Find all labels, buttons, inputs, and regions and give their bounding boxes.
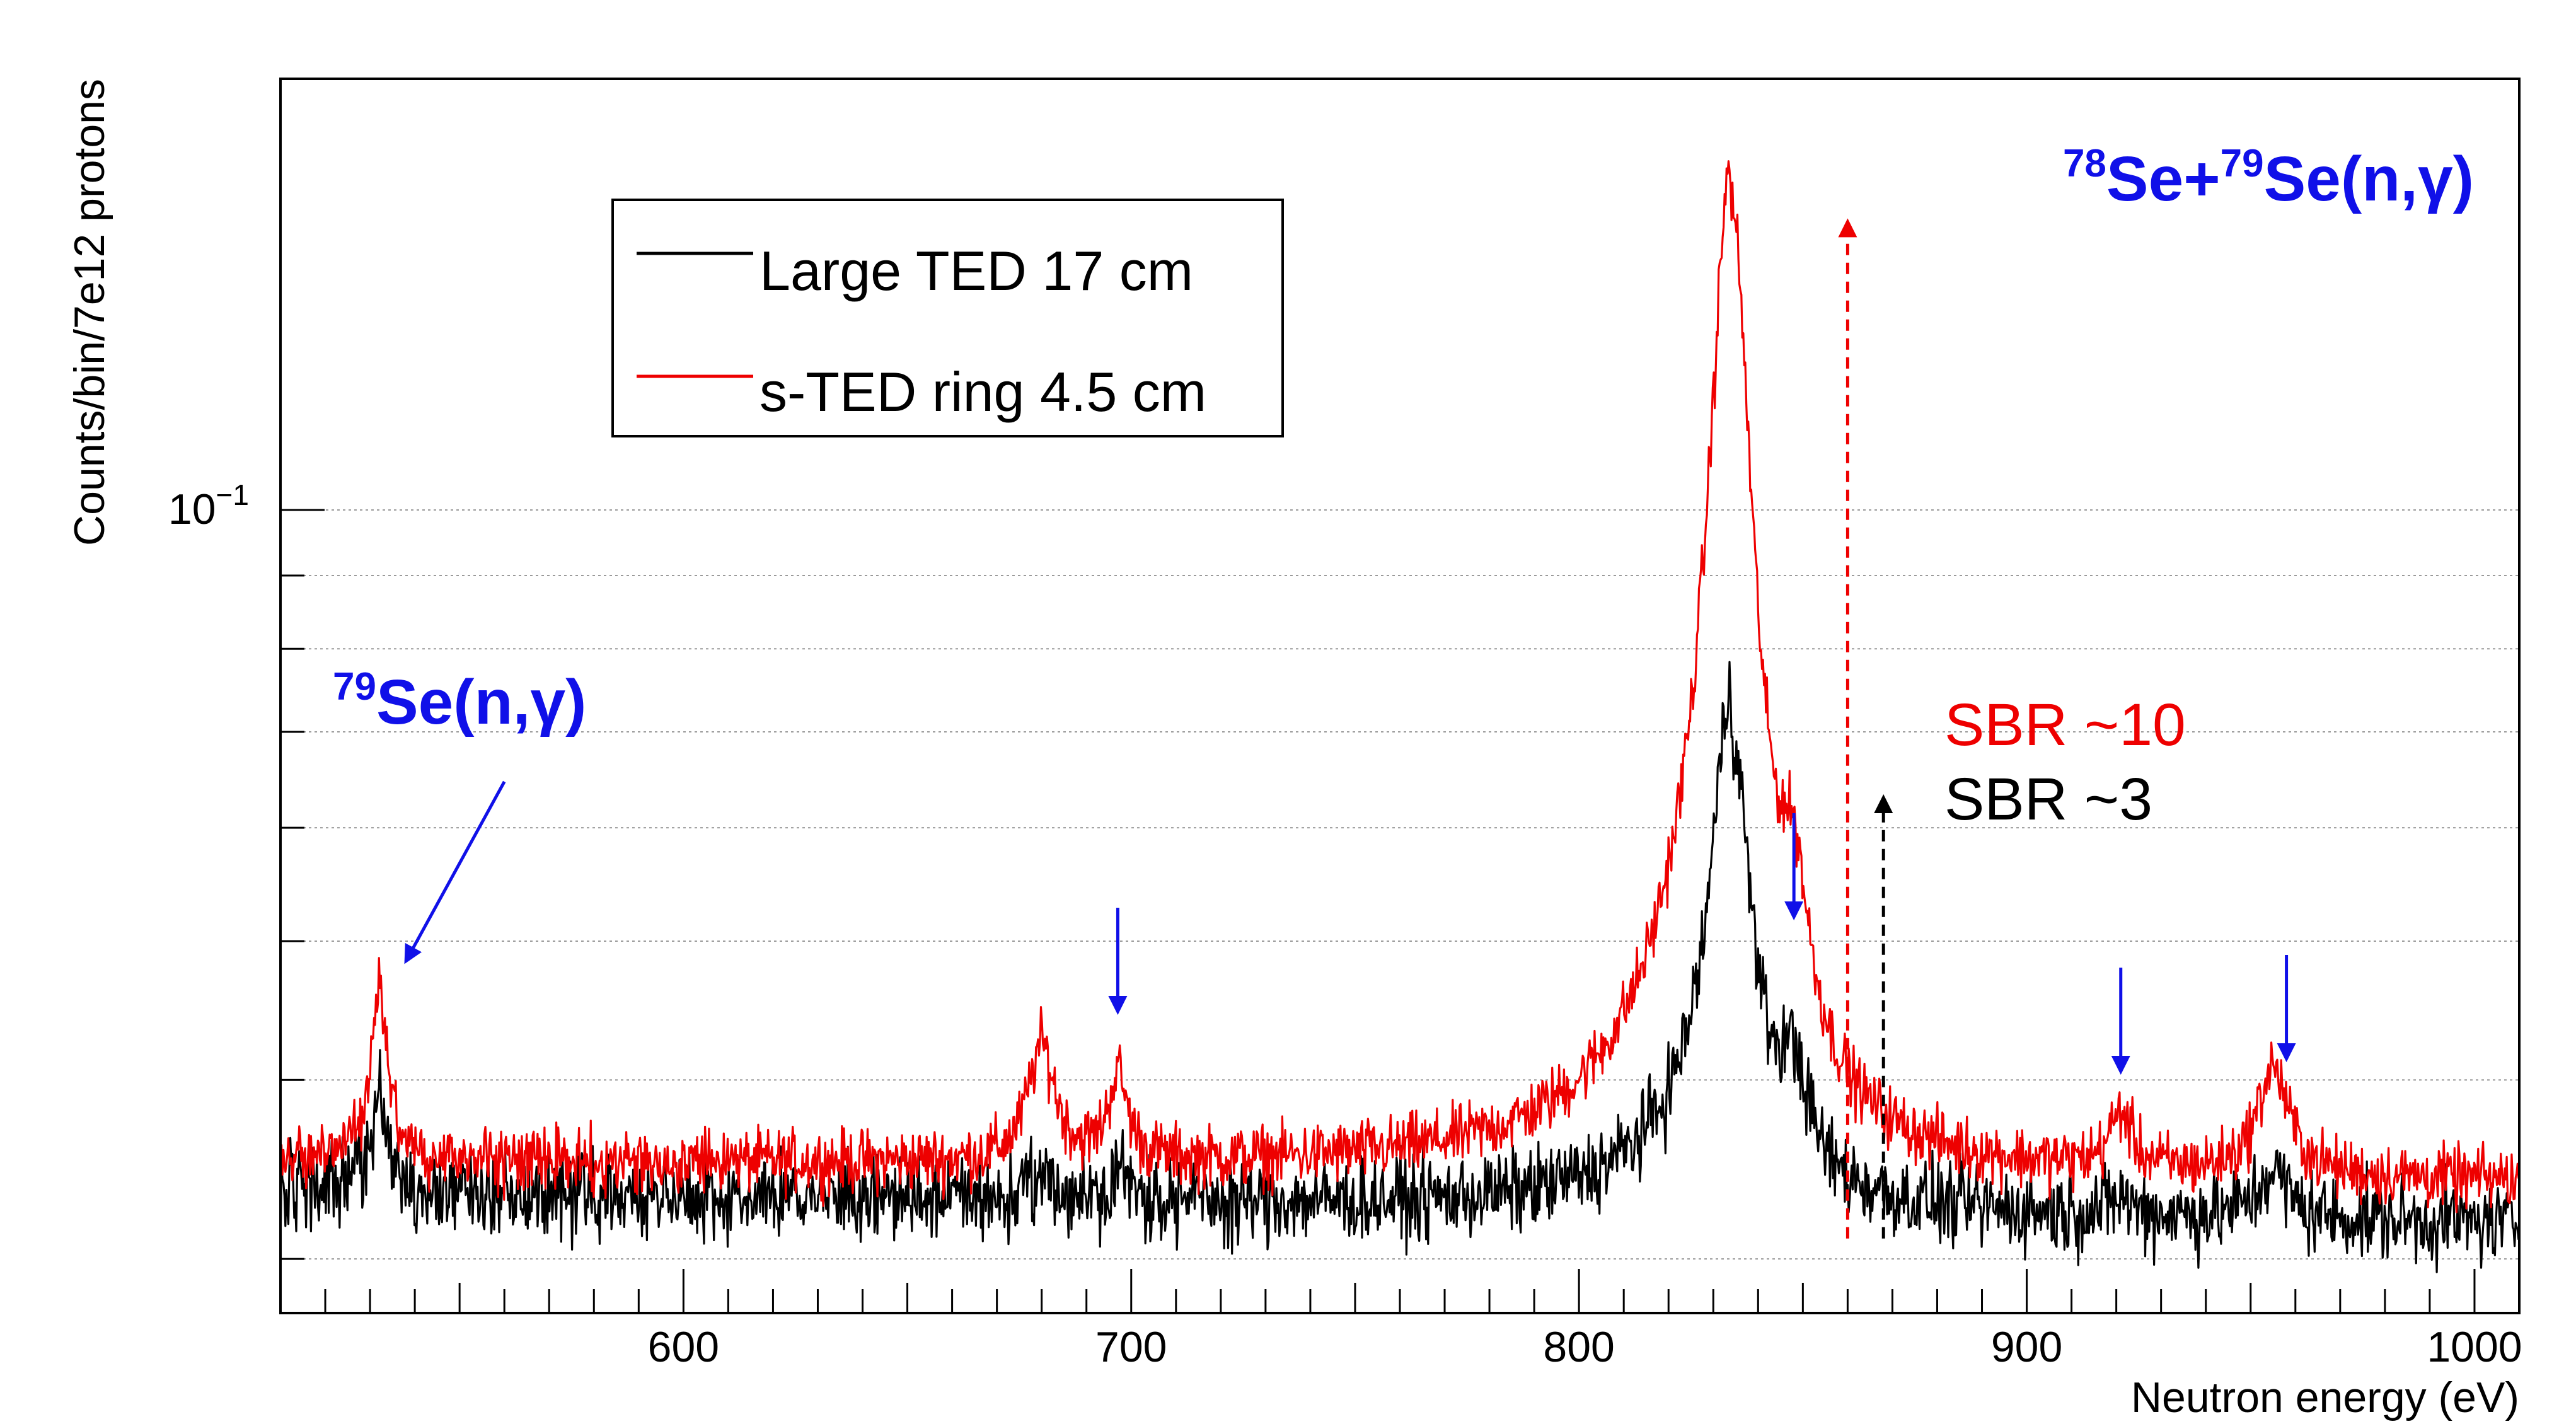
x-tick-label: 900 (1991, 1323, 2062, 1371)
reaction-title-sup2: 79 (2221, 142, 2264, 185)
series-line-large-ted (279, 661, 2520, 1273)
y-tick-label-base: 10 (168, 485, 216, 533)
se79-label-sup: 79 (333, 665, 376, 709)
x-tick-label: 800 (1543, 1323, 1614, 1371)
se79-label: 79Se(n,γ) (333, 665, 586, 738)
reaction-title-tail: Se(n,γ) (2264, 144, 2474, 214)
annotation-arrows (404, 218, 2296, 1239)
sbr-black-label: SBR ~3 (1944, 766, 2152, 833)
x-tick-label: 1000 (2427, 1323, 2522, 1371)
series-line-s-ted (279, 160, 2520, 1213)
x-axis-title: Neutron energy (eV) (2131, 1374, 2519, 1421)
se79-label-text: Se(n,γ) (376, 667, 586, 738)
legend: Large TED 17 cm s-TED ring 4.5 cm (611, 199, 1284, 437)
y-tick-label: 10−1 (168, 478, 249, 533)
legend-label-s-ted: s-TED ring 4.5 cm (760, 361, 1206, 423)
y-tick-label-exp: −1 (216, 478, 249, 511)
reaction-title-main: Se+ (2106, 144, 2221, 214)
sbr-red-label: SBR ~10 (1944, 692, 2186, 758)
x-tick-label: 600 (648, 1323, 719, 1371)
reaction-title: 78Se+79Se(n,γ) (2063, 142, 2474, 214)
legend-box (611, 199, 1284, 437)
reaction-title-sup1: 78 (2063, 142, 2106, 185)
se79-arrow (404, 780, 506, 964)
legend-label-large-ted: Large TED 17 cm (760, 240, 1193, 302)
x-tick-label: 700 (1095, 1323, 1167, 1371)
axis-ticks: 10−1 600 700 800 900 1000 (168, 78, 2522, 1371)
data-series (279, 160, 2520, 1273)
y-axis-title: Counts/bin/7e12 protons (66, 79, 113, 546)
